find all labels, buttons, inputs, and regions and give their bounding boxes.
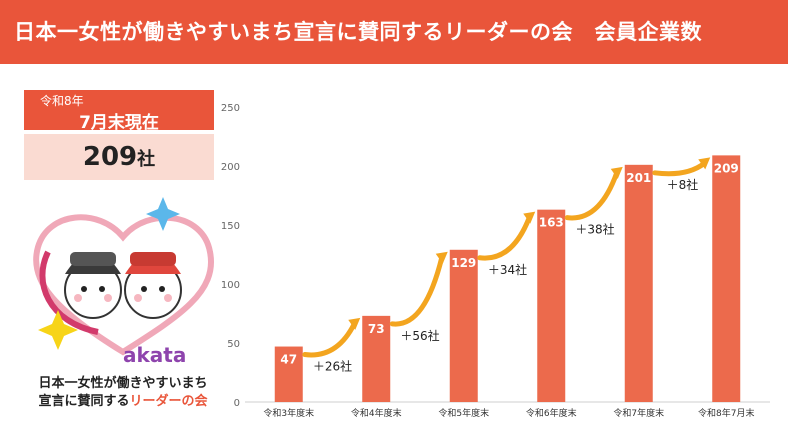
bar — [274, 346, 303, 402]
logo-caption-line1: 日本一女性が働きやすいまち — [38, 376, 208, 391]
bar — [537, 209, 566, 402]
bar — [712, 155, 741, 402]
y-tick-label: 50 — [227, 339, 240, 350]
date-month: 7月末現在 — [79, 113, 159, 133]
x-tick-label: 令和4年度末 — [351, 407, 402, 419]
growth-arrow-head — [610, 166, 623, 179]
bar-value-label: 201 — [626, 171, 651, 185]
y-tick-label: 200 — [221, 162, 240, 173]
bar-value-label: 209 — [714, 161, 739, 175]
member-count-box: 209社 — [24, 134, 214, 180]
bar-value-label: 163 — [539, 216, 564, 230]
bar — [624, 164, 653, 402]
y-tick-label: 150 — [221, 221, 240, 232]
member-count: 209社 — [24, 142, 214, 172]
logo-caption-part2: リーダーの会 — [129, 394, 208, 409]
y-tick-label: 250 — [221, 103, 240, 114]
x-tick-label: 令和3年度末 — [263, 407, 314, 419]
y-tick-label: 100 — [221, 280, 240, 291]
growth-arrow — [389, 255, 445, 327]
date-year: 令和8年 — [40, 94, 84, 108]
x-tick-label: 令和6年度末 — [526, 407, 577, 419]
mascot-logo-image: akata — [33, 197, 215, 367]
y-tick-label: 0 — [234, 398, 240, 409]
bar — [449, 249, 478, 402]
growth-arrow — [564, 170, 620, 221]
growth-arrow-head — [523, 211, 536, 224]
growth-arrow — [302, 321, 357, 358]
bar-value-label: 73 — [368, 322, 385, 336]
date-badge: 令和8年 7月末現在 — [24, 90, 214, 133]
bar-value-label: 47 — [280, 353, 297, 367]
x-tick-label: 令和5年度末 — [438, 407, 489, 419]
growth-arrow-head — [348, 317, 361, 330]
growth-arrow-head — [698, 157, 711, 170]
increment-label: ＋26社 — [313, 359, 352, 374]
growth-arrow — [652, 160, 707, 177]
bar-value-label: 129 — [451, 256, 476, 270]
increment-label: ＋38社 — [575, 222, 614, 237]
increment-label: ＋8社 — [667, 177, 699, 192]
member-count-unit: 社 — [137, 149, 156, 170]
growth-arrow-head — [435, 251, 448, 264]
growth-arrow — [477, 215, 532, 261]
x-tick-label: 令和7年度末 — [613, 407, 664, 419]
logo-caption-line2: 宣言に賛同するリーダーの会 — [14, 390, 232, 409]
member-count-value: 209 — [82, 142, 138, 172]
logo-sakata-text: akata — [123, 343, 186, 367]
logo-caption-part1: 宣言に賛同する — [38, 394, 130, 409]
page-title: 日本一女性が働きやすいまち宣言に賛同するリーダーの会 会員企業数 — [0, 0, 788, 64]
increment-label: ＋34社 — [488, 262, 527, 277]
x-tick-label: 令和8年7月末 — [698, 407, 754, 419]
bar — [362, 315, 391, 402]
increment-label: ＋56社 — [400, 328, 439, 343]
